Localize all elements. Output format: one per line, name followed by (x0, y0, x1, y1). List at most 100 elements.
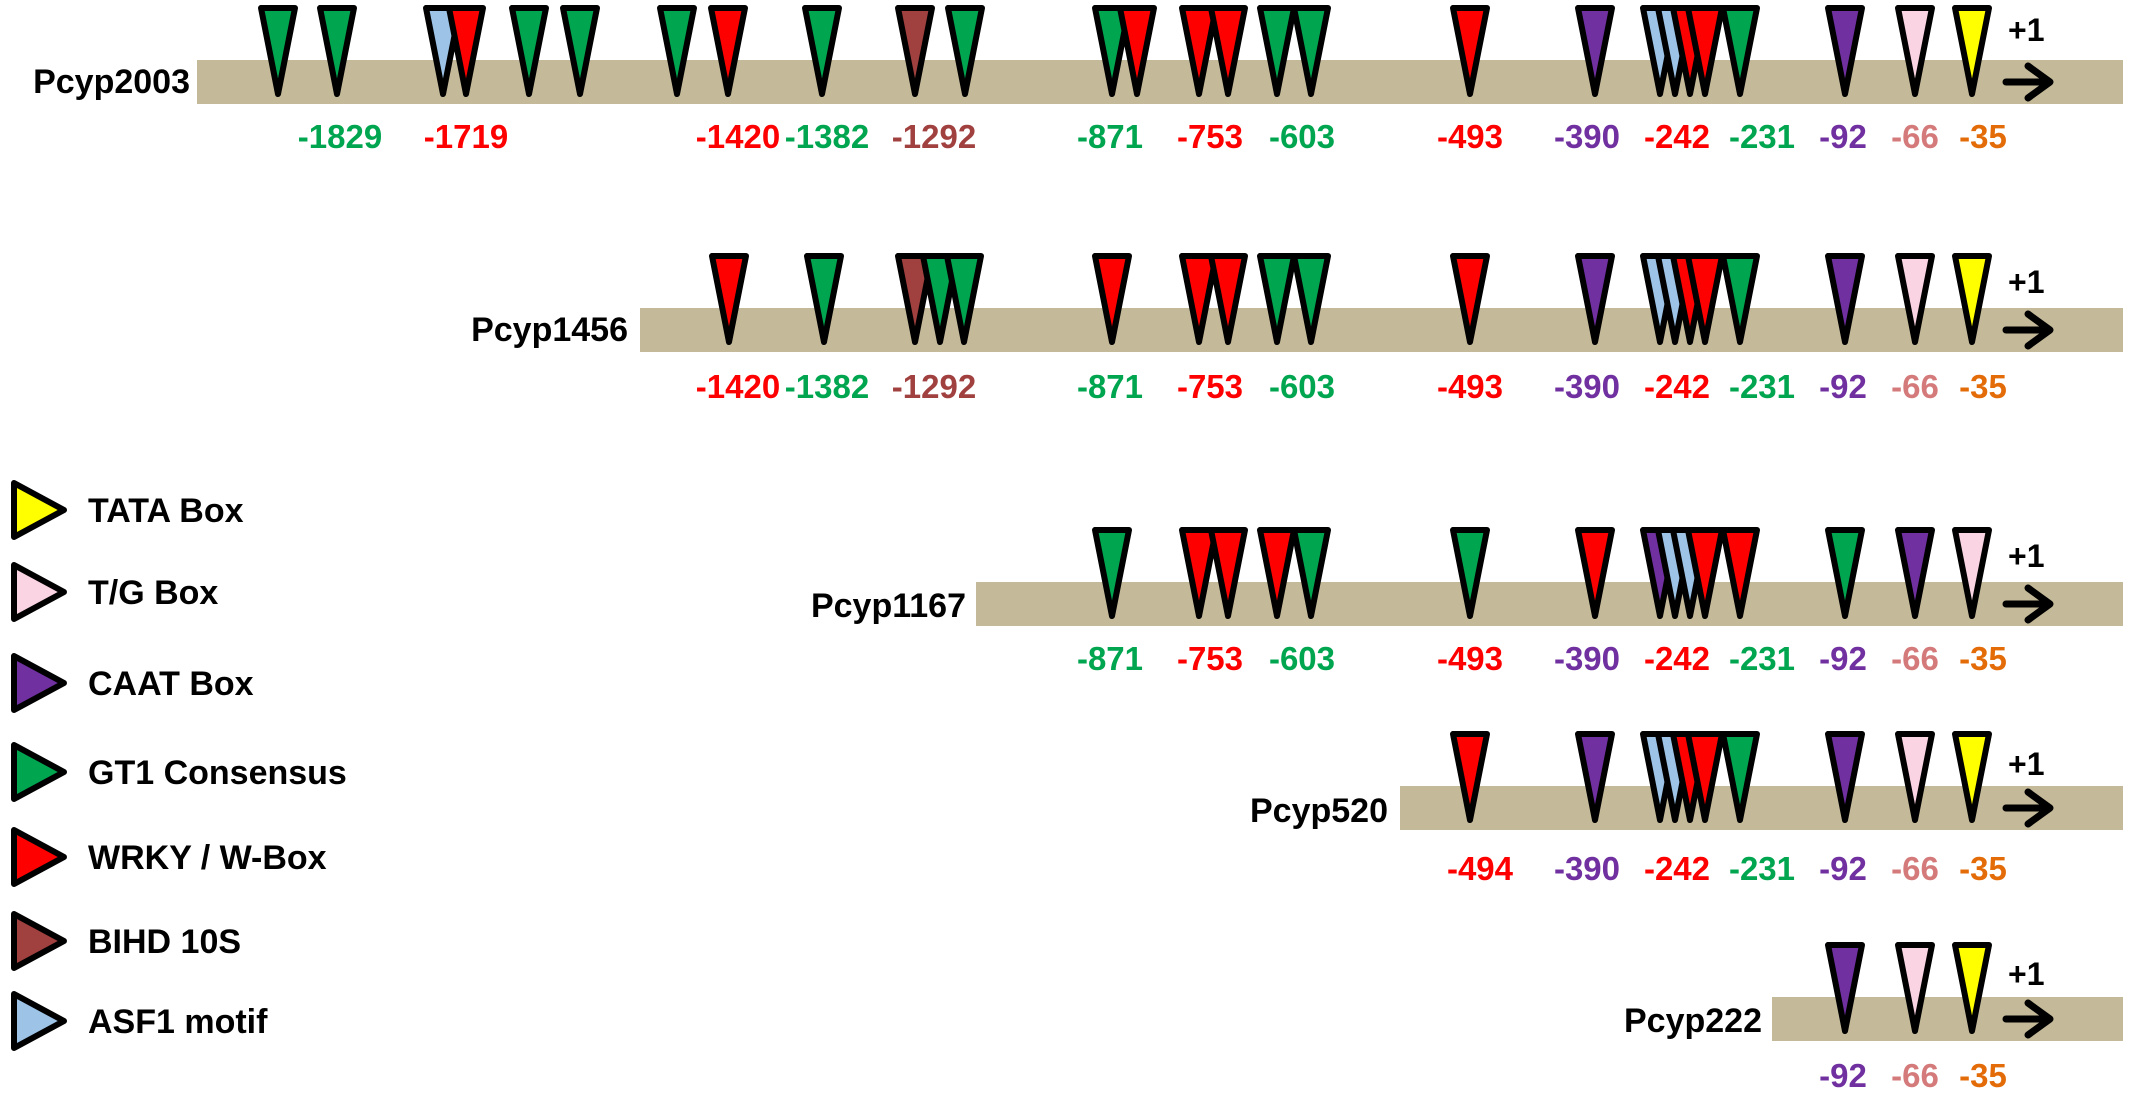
motif-gt1-triangle (560, 5, 600, 97)
motif-wrky-triangle (1575, 527, 1615, 619)
motif-gt1-triangle (1450, 527, 1490, 619)
position-label: -1829 (298, 118, 382, 155)
position-label: -92 (1819, 118, 1867, 155)
promoter-bar (640, 308, 2123, 352)
legend-tata-icon (11, 480, 67, 540)
position-label: -1420 (696, 368, 780, 405)
position-label: -871 (1077, 118, 1143, 155)
motif-caat-triangle (1825, 942, 1865, 1034)
position-label: -242 (1644, 368, 1710, 405)
motif-wrky-triangle (1257, 527, 1297, 619)
position-label: -493 (1437, 118, 1503, 155)
promoter-name: Pcyp520 (1250, 792, 1388, 830)
motif-tata-triangle (1952, 731, 1992, 823)
tss-arrow-icon (2002, 62, 2054, 102)
position-label: -66 (1891, 118, 1939, 155)
legend-label: BIHD 10S (88, 923, 241, 961)
motif-gt1-triangle (1291, 253, 1331, 345)
motif-gt1-triangle (1257, 5, 1297, 97)
motif-wrky-triangle (709, 253, 749, 345)
position-label: -92 (1819, 640, 1867, 677)
motif-wrky-triangle (1092, 253, 1132, 345)
position-label: -493 (1437, 640, 1503, 677)
tss-label: +1 (2008, 264, 2044, 300)
position-label: -753 (1177, 640, 1243, 677)
position-label: -35 (1959, 640, 2007, 677)
motif-wrky-triangle (1685, 5, 1725, 97)
promoter-row: Pcyp222 +1 -92 -66 -35 (1624, 942, 2123, 1094)
tss-label: +1 (2008, 538, 2044, 574)
tss-arrow-icon (2002, 310, 2054, 350)
motif-gt1-triangle (1291, 5, 1331, 97)
position-label: -231 (1729, 850, 1795, 887)
position-label: -35 (1959, 850, 2007, 887)
motif-caat-triangle (1825, 253, 1865, 345)
tss-arrow-icon (2002, 584, 2054, 624)
motif-wrky-triangle (1208, 5, 1248, 97)
position-label: -1292 (892, 368, 976, 405)
tss-label: +1 (2008, 12, 2044, 48)
position-label: -1719 (424, 118, 508, 155)
position-label: -231 (1729, 368, 1795, 405)
legend: TATA Box T/G Box CAAT Box GT1 Consensus WRKY… (11, 480, 347, 1051)
position-label: -494 (1447, 850, 1514, 887)
legend-wrky-icon (11, 827, 67, 887)
position-label: -390 (1554, 368, 1620, 405)
promoter-name: Pcyp2003 (33, 63, 190, 101)
motif-wrky-triangle (1117, 5, 1157, 97)
position-label: -35 (1959, 368, 2007, 405)
tss-arrow-icon (2002, 788, 2054, 828)
position-label: -603 (1269, 118, 1335, 155)
position-label: -1292 (892, 118, 976, 155)
motif-tg-triangle (1895, 253, 1935, 345)
tss-label: +1 (2008, 746, 2044, 782)
legend-label: CAAT Box (88, 665, 254, 703)
motif-gt1-triangle (1825, 527, 1865, 619)
tss-arrow-icon (2002, 999, 2054, 1039)
tss-label: +1 (2008, 956, 2044, 992)
position-label: -871 (1077, 368, 1143, 405)
position-label: -92 (1819, 368, 1867, 405)
position-label: -92 (1819, 1057, 1867, 1094)
motif-wrky-triangle (1685, 253, 1725, 345)
motif-gt1-triangle (657, 5, 697, 97)
position-label: -35 (1959, 118, 2007, 155)
position-label: -66 (1891, 1057, 1939, 1094)
motif-gt1-triangle (802, 5, 842, 97)
position-label: -66 (1891, 368, 1939, 405)
motif-wrky-triangle (1179, 5, 1219, 97)
motif-caat-triangle (1575, 731, 1615, 823)
motif-gt1-triangle (944, 253, 984, 345)
motif-gt1-triangle (258, 5, 298, 97)
promoter-name: Pcyp222 (1624, 1002, 1762, 1040)
promoter-row: Pcyp520 +1 -494 -390 -242 -231 -92 -66 -35 (1250, 731, 2123, 887)
position-label: -390 (1554, 118, 1620, 155)
legend-label: TATA Box (88, 492, 244, 530)
motif-tg-triangle (1895, 5, 1935, 97)
motif-caat-triangle (1895, 527, 1935, 619)
position-label: -242 (1644, 118, 1710, 155)
legend-asf1-icon (11, 991, 67, 1051)
promoter-row: Pcyp1456 +1 -1420 -1382 -1292 -871 -753 -603 -49… (471, 253, 2123, 405)
motif-tg-triangle (1952, 527, 1992, 619)
position-label: -493 (1437, 368, 1503, 405)
position-label: -35 (1959, 1057, 2007, 1094)
legend-bihd-icon (11, 911, 67, 971)
position-label: -390 (1554, 640, 1620, 677)
motif-tata-triangle (1952, 942, 1992, 1034)
motif-gt1-triangle (1720, 731, 1760, 823)
legend-label: WRKY / W-Box (88, 839, 327, 877)
position-label: -753 (1177, 368, 1243, 405)
position-label: -66 (1891, 640, 1939, 677)
motif-tg-triangle (1895, 731, 1935, 823)
promoter-bar (976, 582, 2123, 626)
legend-tg-icon (11, 562, 67, 622)
motif-tata-triangle (1952, 253, 1992, 345)
position-label: -1382 (785, 368, 869, 405)
motif-gt1-triangle (1291, 527, 1331, 619)
motif-wrky-triangle (1685, 527, 1725, 619)
legend-label: ASF1 motif (88, 1003, 268, 1041)
legend-caat-icon (11, 653, 67, 713)
motif-wrky-triangle (446, 5, 486, 97)
motif-wrky-triangle (1179, 527, 1219, 619)
